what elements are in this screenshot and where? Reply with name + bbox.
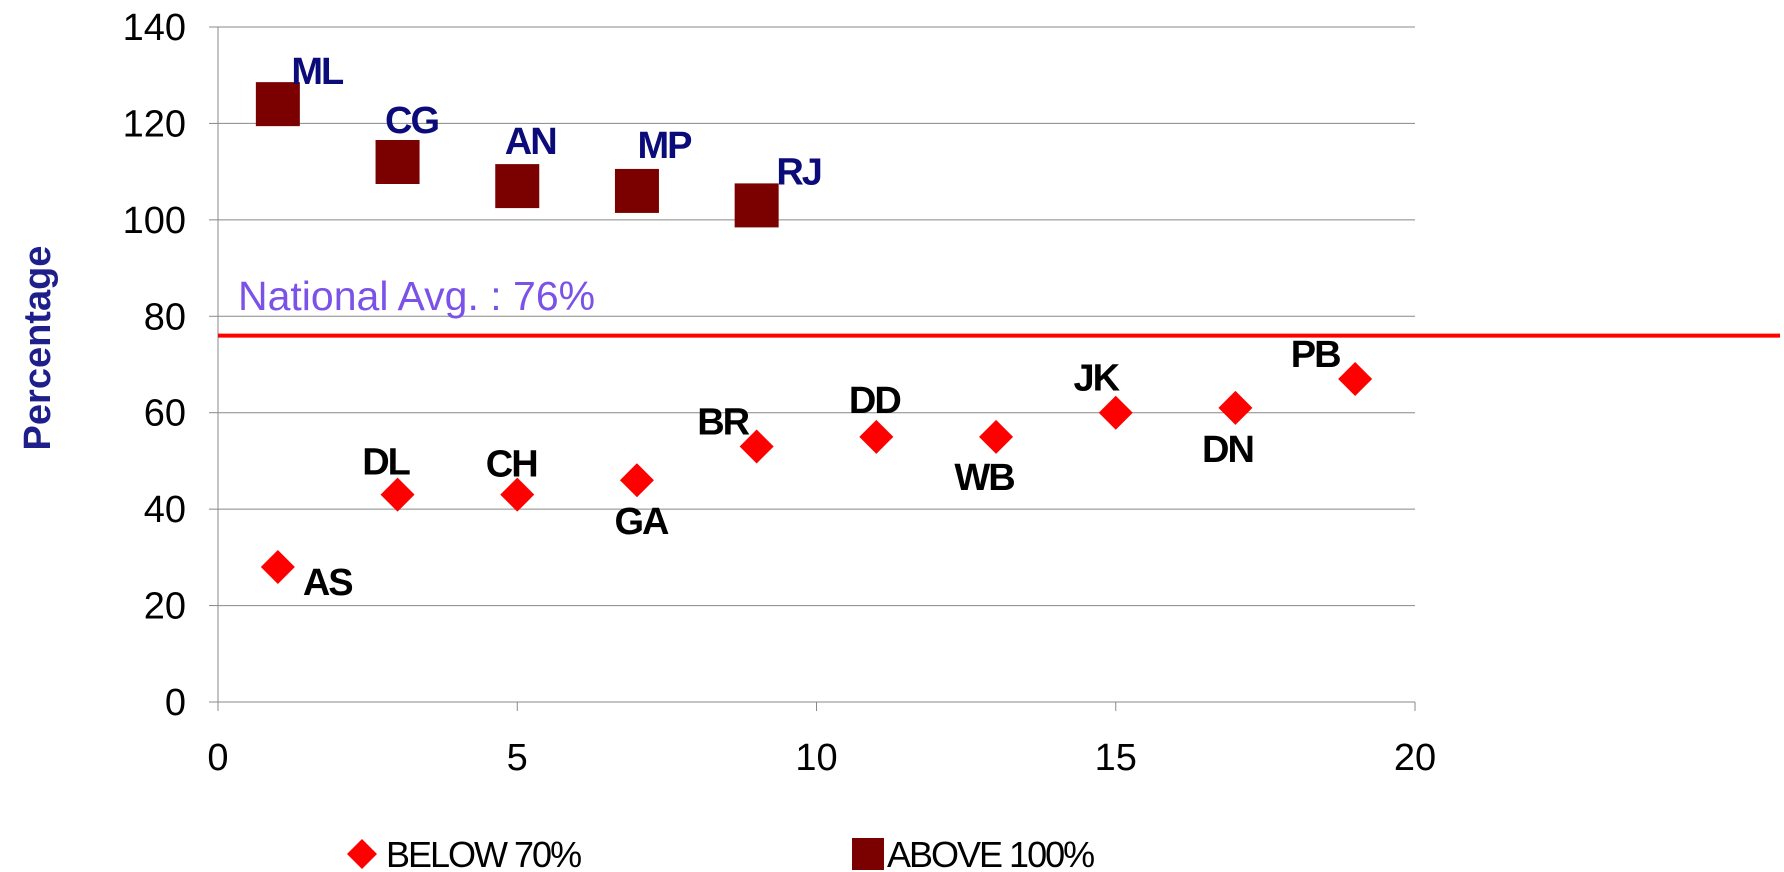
diamond-point-pb xyxy=(1338,361,1373,396)
data-points xyxy=(255,82,1373,584)
diamond-point-ch xyxy=(500,477,535,512)
x-tick-label-5: 5 xyxy=(507,737,528,779)
x-tick-label-0: 0 xyxy=(207,737,228,779)
diamond-point-as xyxy=(260,550,295,584)
diamond-point-dl xyxy=(380,477,415,512)
point-label-pb: PB xyxy=(1291,334,1340,376)
y-axis-label: Percentage xyxy=(17,246,59,451)
square-point-rj xyxy=(734,183,779,228)
square-point-cg xyxy=(375,140,420,184)
point-label-dn: DN xyxy=(1202,429,1253,471)
point-labels: AS DL CH GA BR DD WB JK DN PB ML CG AN MP RJ xyxy=(291,51,1342,604)
x-tick-label-10: 10 xyxy=(795,737,837,779)
point-label-as: AS xyxy=(303,562,352,604)
legend: BELOW 70% ABOVE 100% xyxy=(347,834,1096,872)
diamond-point-br xyxy=(739,429,774,464)
point-label-br: BR xyxy=(697,401,749,443)
point-label-ga: GA xyxy=(614,501,669,543)
x-tick-label-15: 15 xyxy=(1095,737,1137,779)
x-tick-label-20: 20 xyxy=(1394,737,1436,779)
y-tick-label-120: 120 xyxy=(123,103,186,145)
point-label-ml: ML xyxy=(291,51,344,93)
axes: 0 20 40 60 80 100 120 140 0 5 10 15 20 xyxy=(123,7,1437,779)
point-label-dd: DD xyxy=(849,380,900,422)
square-point-ml xyxy=(255,82,300,127)
diamond-point-wb xyxy=(979,419,1014,454)
diamond-point-dd xyxy=(859,419,894,454)
y-tick-label-80: 80 xyxy=(144,296,186,338)
point-label-wb: WB xyxy=(954,457,1014,499)
point-label-jk: JK xyxy=(1073,358,1120,400)
y-tick-label-100: 100 xyxy=(123,200,186,242)
y-tick-label-20: 20 xyxy=(144,586,186,628)
square-point-an xyxy=(495,164,540,209)
point-label-mp: MP xyxy=(637,125,692,167)
diamond-point-dn xyxy=(1218,390,1253,425)
legend-square-marker xyxy=(852,838,884,870)
point-label-cg: CG xyxy=(385,100,438,142)
diamond-point-ga xyxy=(619,463,654,498)
legend-label-above-100: ABOVE 100% xyxy=(887,834,1094,872)
point-label-rj: RJ xyxy=(776,151,821,193)
national-average-line-group: National Avg. : 76% xyxy=(218,273,1780,338)
y-tick-label-140: 140 xyxy=(123,7,186,49)
legend-diamond-marker xyxy=(347,839,377,869)
square-point-mp xyxy=(614,168,659,213)
national-average-label: National Avg. : 76% xyxy=(238,273,595,319)
y-tick-label-0: 0 xyxy=(165,682,186,724)
point-label-ch: CH xyxy=(486,444,537,486)
legend-label-below-70: BELOW 70% xyxy=(386,834,581,872)
diamond-point-jk xyxy=(1098,395,1133,430)
grid-lines xyxy=(218,26,1415,607)
y-tick-label-60: 60 xyxy=(144,393,186,435)
y-tick-label-40: 40 xyxy=(144,489,186,531)
point-label-an: AN xyxy=(505,121,556,163)
point-label-dl: DL xyxy=(362,442,410,484)
